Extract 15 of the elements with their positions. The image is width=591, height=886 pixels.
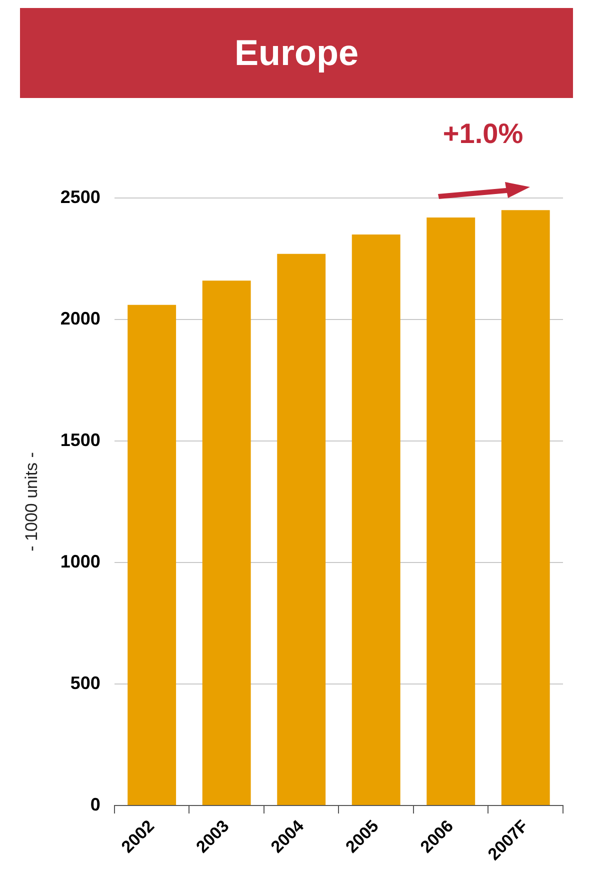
bar bbox=[202, 280, 251, 805]
y-axis-title: - 1000 units - bbox=[22, 452, 41, 552]
chart-title: Europe bbox=[234, 32, 358, 74]
bar bbox=[352, 234, 400, 805]
text: +1.0% bbox=[442, 118, 524, 149]
y-tick-label: 2000 bbox=[60, 308, 100, 328]
bar bbox=[128, 304, 176, 805]
y-tick-label: 0 bbox=[90, 794, 100, 814]
bar bbox=[277, 254, 326, 805]
y-tick-label: 1500 bbox=[60, 430, 100, 450]
y-tick-label: 2500 bbox=[60, 186, 100, 207]
y-tick-label: 500 bbox=[70, 672, 100, 693]
bar bbox=[501, 210, 550, 805]
bar bbox=[426, 217, 476, 805]
y-tick-label: 1000 bbox=[60, 551, 100, 572]
